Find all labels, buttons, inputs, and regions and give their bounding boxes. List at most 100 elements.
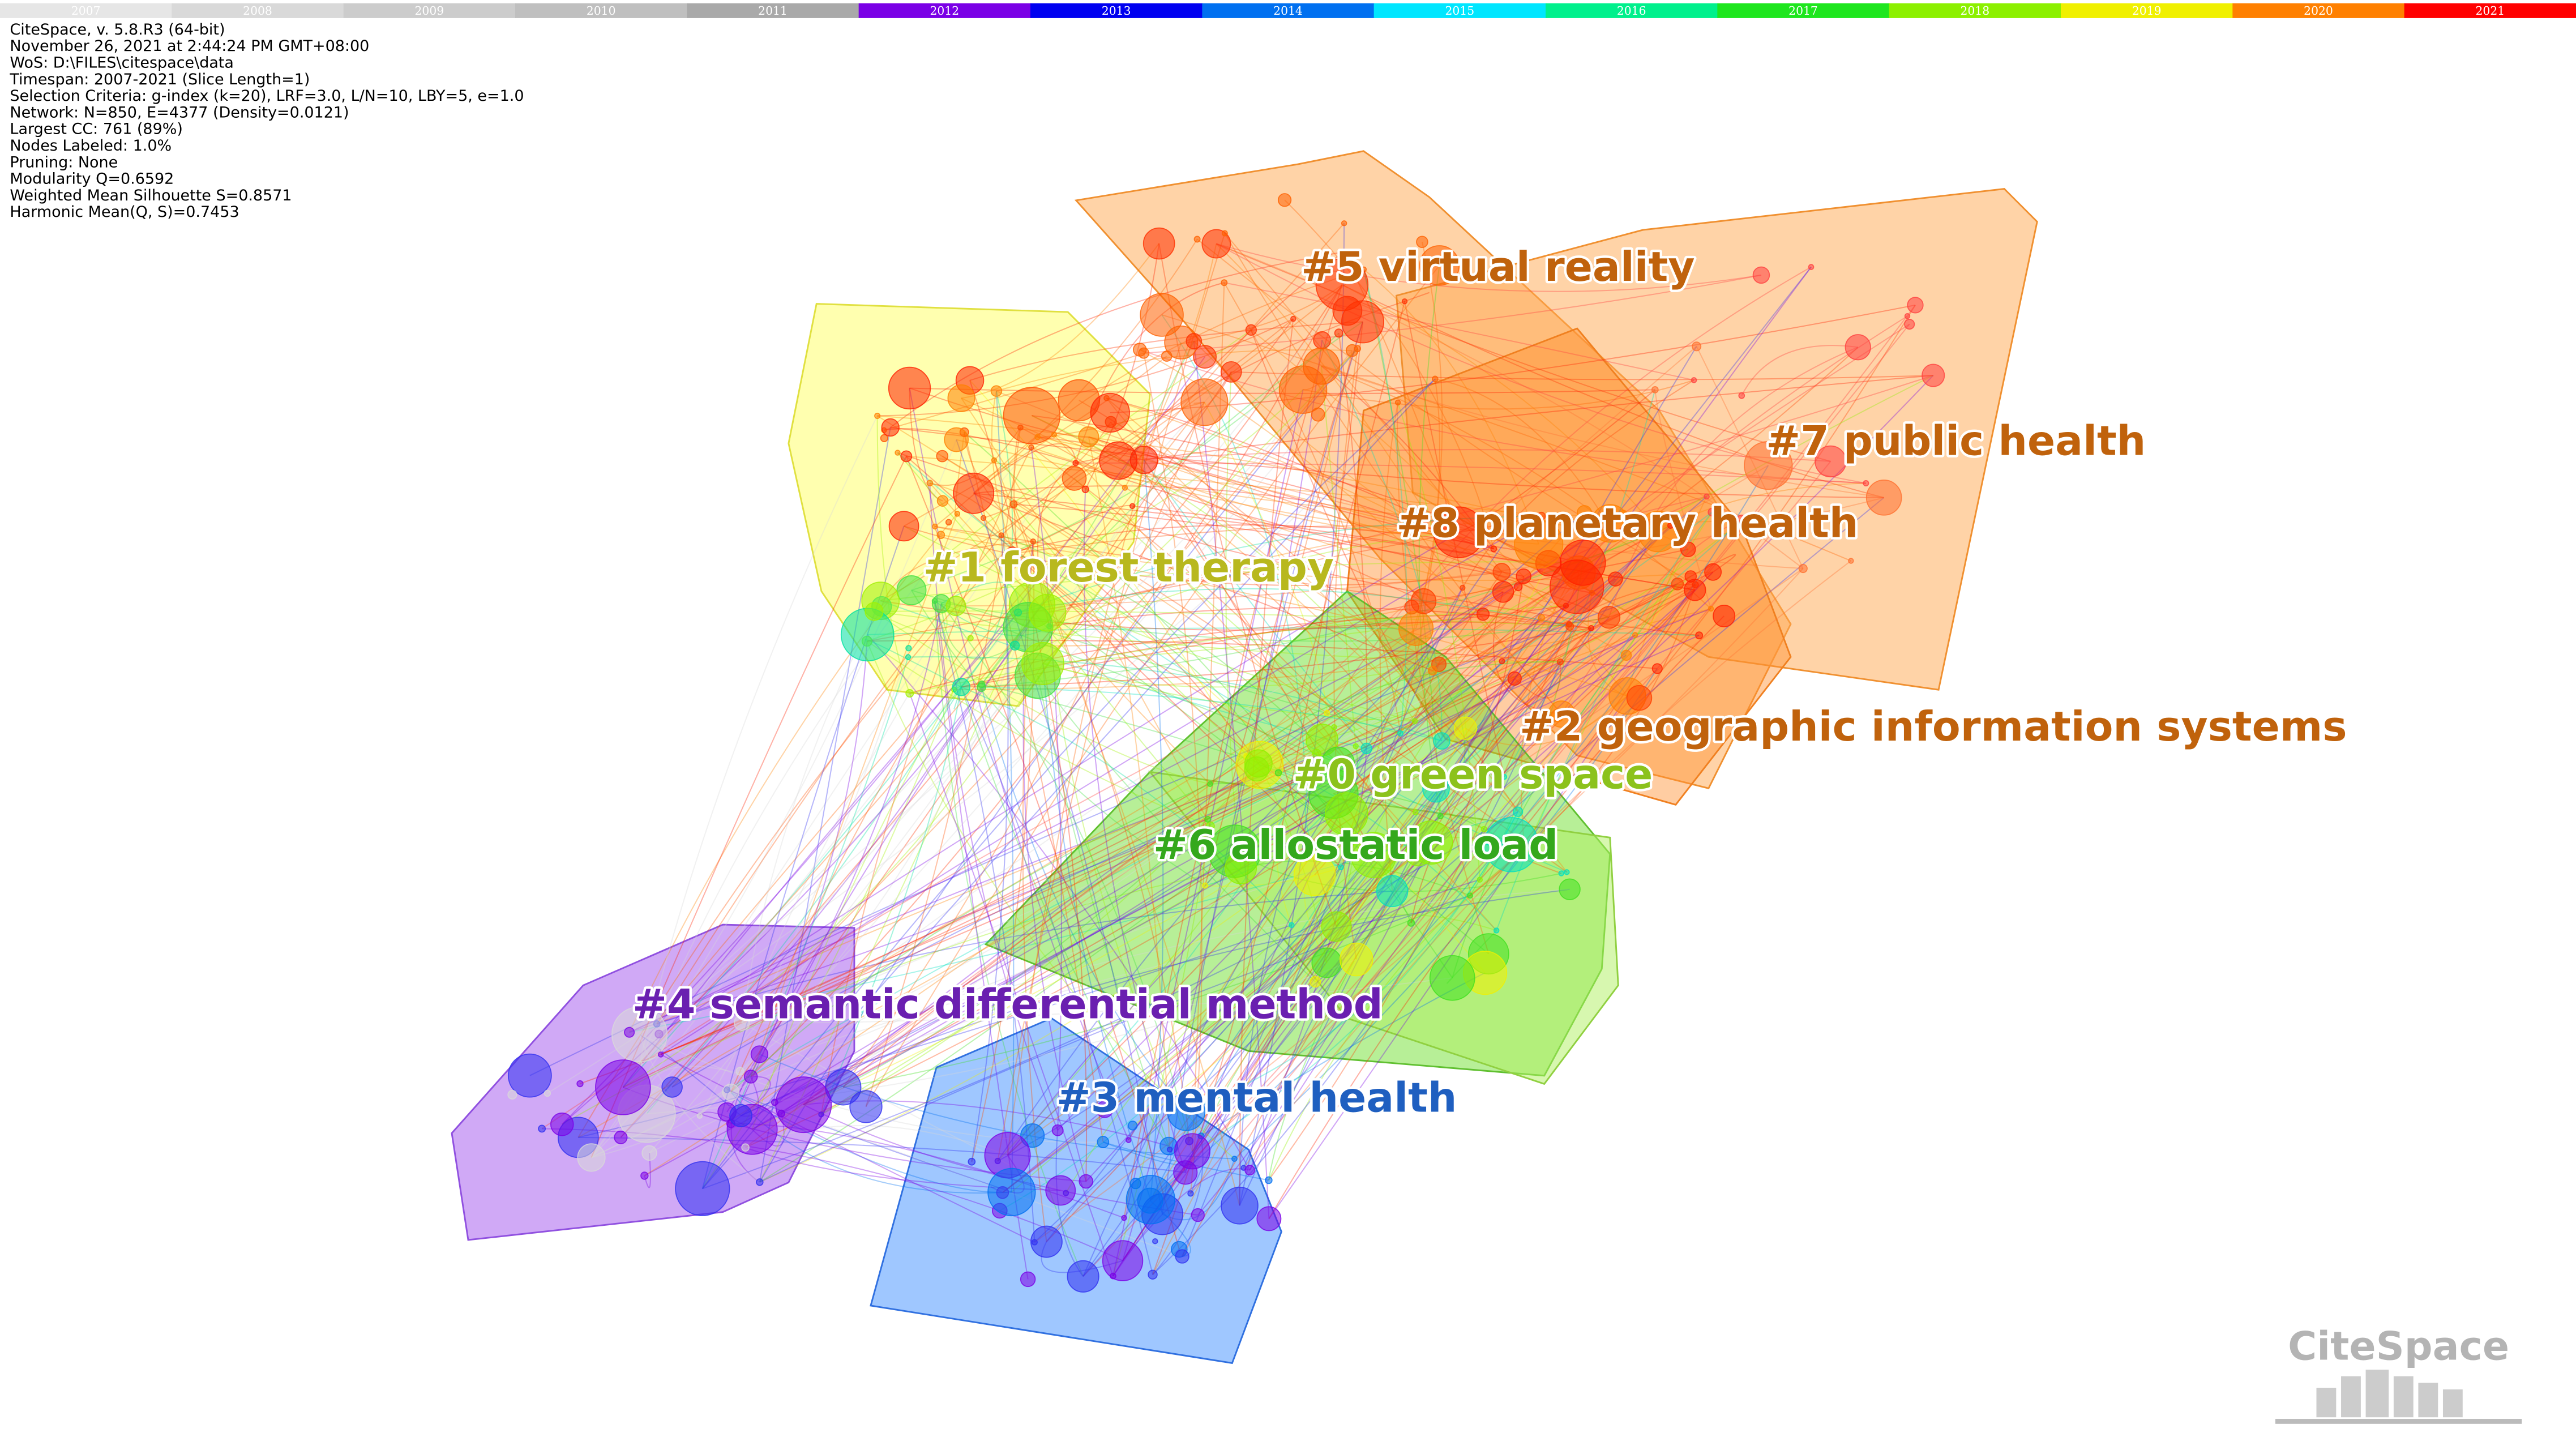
logo-base [2275,1419,2522,1424]
year-label: 2016 [1617,4,1646,18]
node [1202,882,1208,889]
edge [1143,459,1367,749]
edge [1012,551,1279,773]
edge [752,728,1466,1130]
node [1538,614,1546,622]
node [771,1098,778,1106]
node [936,450,949,463]
node [1376,875,1409,908]
edge [671,763,1338,1088]
node [1564,869,1570,875]
node [1501,773,1508,780]
edge [1128,879,1480,1141]
node [1551,708,1565,722]
edge [1239,346,1697,1206]
edge [909,388,1129,1140]
year-swatch [2404,3,2576,18]
cluster-label: #3 mental health [1056,1075,1457,1122]
node [947,384,975,412]
edge [1007,617,1542,1156]
edge [884,352,1144,431]
node [1034,434,1041,440]
node [1744,440,1793,490]
node [1311,407,1325,422]
edge [940,534,1628,697]
edge [1106,397,1568,873]
node [1167,1092,1206,1131]
edge [1224,233,1562,715]
node [1293,853,1336,896]
node [1808,264,1815,270]
edge [1483,583,1678,624]
edge [1654,390,1711,609]
year-label: 2011 [758,4,788,18]
node [729,1104,753,1127]
node [1245,324,1257,336]
edge [1106,397,1440,665]
edge [1249,571,1714,1171]
edge [1240,860,1470,896]
edge [821,768,1257,1115]
cluster-label: #6 allostatic load [1153,822,1558,869]
edge [1037,675,1170,1147]
edge [739,606,1412,1072]
year-label: 2013 [1102,4,1131,18]
edge [1397,402,1480,880]
edge [1204,322,1363,886]
node [1422,775,1450,803]
cluster-label: #2 geographic information systems [1520,703,2347,751]
edge [1363,269,1407,734]
node [1588,625,1595,631]
edge [1007,586,1519,1156]
edge [649,506,1133,1154]
edge [1303,379,1694,410]
edge [1225,371,1242,869]
node [1030,538,1037,545]
node [1576,505,1592,521]
edge [1346,315,1908,815]
edge [1363,269,1539,545]
edge [1200,815,1441,1136]
edge [1002,571,1714,1194]
edge [1037,436,1439,534]
edge [993,460,1240,1206]
edge [1192,811,1518,1152]
node [1865,480,1902,516]
edge [751,689,955,1130]
edge [622,612,1019,1088]
edge [774,661,1561,1103]
cluster-label: #1 forest therapy [923,544,1334,592]
edge [1234,668,1658,1160]
year-label: 2019 [2132,4,2162,18]
edge [577,523,1611,1138]
edge [1190,324,1910,1194]
node [895,450,901,456]
edge [1161,322,1363,1214]
edge [911,589,1401,734]
node [1431,375,1439,383]
edge [656,223,1345,1024]
edge [1012,524,1583,563]
edge [906,455,1610,524]
year-swatch [687,3,860,18]
year-swatch [2232,3,2406,18]
edge [1321,520,1742,741]
edge [656,534,1002,1024]
edge [909,613,1483,694]
edge [1224,282,1694,381]
edge [1320,366,1357,747]
edge [1465,695,1628,747]
edge [940,603,1016,660]
node [1321,746,1355,780]
node [1315,258,1369,311]
edge [562,867,1241,1125]
edge [660,1054,1035,1243]
edge [745,1125,1008,1156]
node [1434,529,1443,538]
node [1126,1137,1132,1143]
node [1204,816,1212,823]
header-line: Modularity Q=0.6592 [10,170,174,188]
edge [759,850,1235,1183]
header-line: Nodes Labeled: 1.0% [10,137,172,155]
edge [929,483,1059,1131]
